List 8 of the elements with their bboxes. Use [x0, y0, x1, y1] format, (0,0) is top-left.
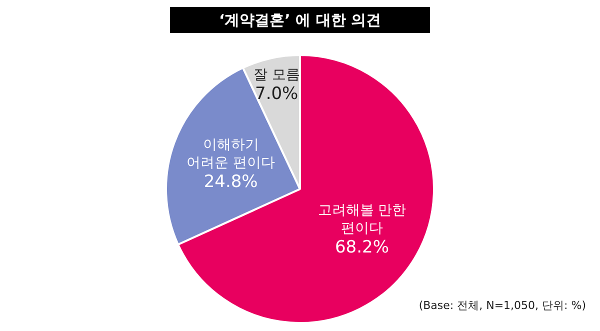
data-label: 24.8% [204, 172, 258, 192]
data-label: 7.0% [255, 84, 298, 104]
slice-label: 고려해볼 만한 편이다 [318, 202, 406, 237]
slice-label: 이해하기 어려운 편이다 [186, 137, 276, 172]
data-label: 68.2% [334, 237, 389, 258]
chart-title: ‘계약결혼’ 에 대한 의견 [170, 7, 430, 33]
text: (Base: 전체, N=1,050, 단위: %) [418, 298, 586, 313]
slice-label: 잘 모름 [253, 67, 300, 84]
